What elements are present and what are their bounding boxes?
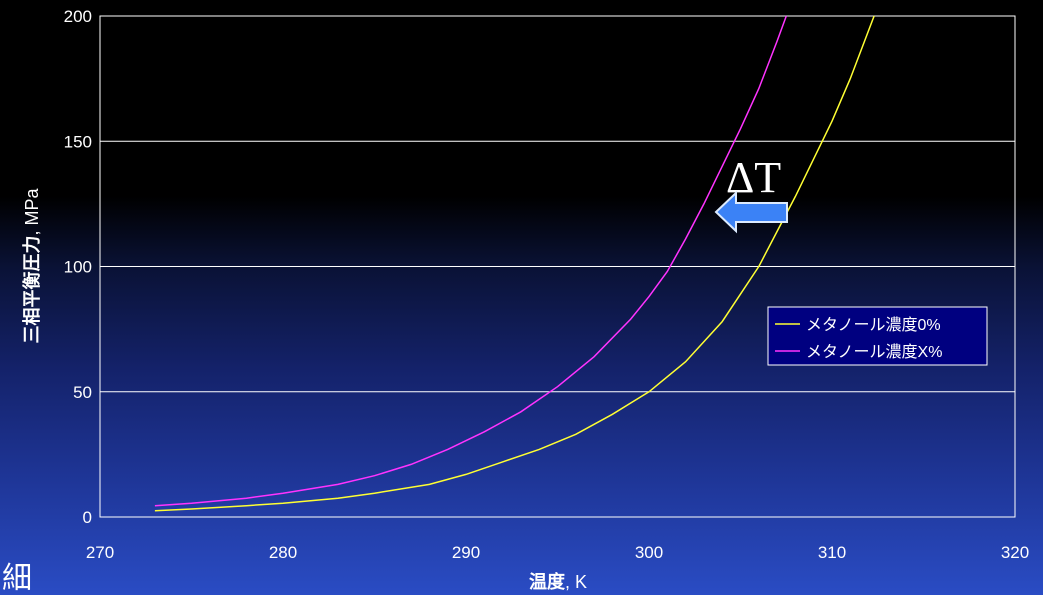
- y-axis-title: 三相平衡圧力, MPa: [21, 188, 42, 344]
- y-tick-label-2: 100: [64, 258, 92, 277]
- y-tick-label-4: 200: [64, 7, 92, 26]
- x-tick-label-3: 300: [635, 543, 663, 562]
- y-axis-title-bold: 三相平衡圧力: [21, 236, 42, 344]
- series-line-1: [154, 15, 788, 507]
- x-tick-label-1: 280: [269, 543, 297, 562]
- x-tick-label-4: 310: [818, 543, 846, 562]
- x-tick-label-0: 270: [86, 543, 114, 562]
- left-arrow-icon: [714, 190, 788, 234]
- corner-glyph: 細: [2, 562, 32, 595]
- y-tick-labels: 0 50 100 150 200: [64, 7, 92, 527]
- plot-frame: [99, 15, 1016, 518]
- legend-label-0: メタノール濃度0%: [806, 316, 941, 334]
- x-tick-label-2: 290: [452, 543, 480, 562]
- grid-lines: [100, 140, 1015, 393]
- y-axis-title-unit: , MPa: [22, 188, 42, 236]
- y-tick-label-3: 150: [64, 132, 92, 151]
- x-tick-label-5: 320: [1001, 543, 1029, 562]
- legend: メタノール濃度0% メタノール濃度X%: [767, 306, 988, 366]
- delta-t-annotation: ΔT: [714, 153, 788, 234]
- y-tick-label-1: 50: [73, 383, 92, 402]
- series-lines: [154, 15, 875, 512]
- y-tick-label-0: 0: [83, 508, 92, 527]
- x-tick-labels: 270 280 290 300 310 320: [86, 543, 1029, 562]
- x-axis-title: 温度, K: [529, 571, 587, 592]
- legend-box: [767, 306, 988, 366]
- x-axis-title-bold: 温度: [529, 571, 566, 592]
- series-line-0: [154, 15, 875, 512]
- x-axis-title-unit: , K: [565, 572, 587, 592]
- legend-label-1: メタノール濃度X%: [806, 343, 942, 361]
